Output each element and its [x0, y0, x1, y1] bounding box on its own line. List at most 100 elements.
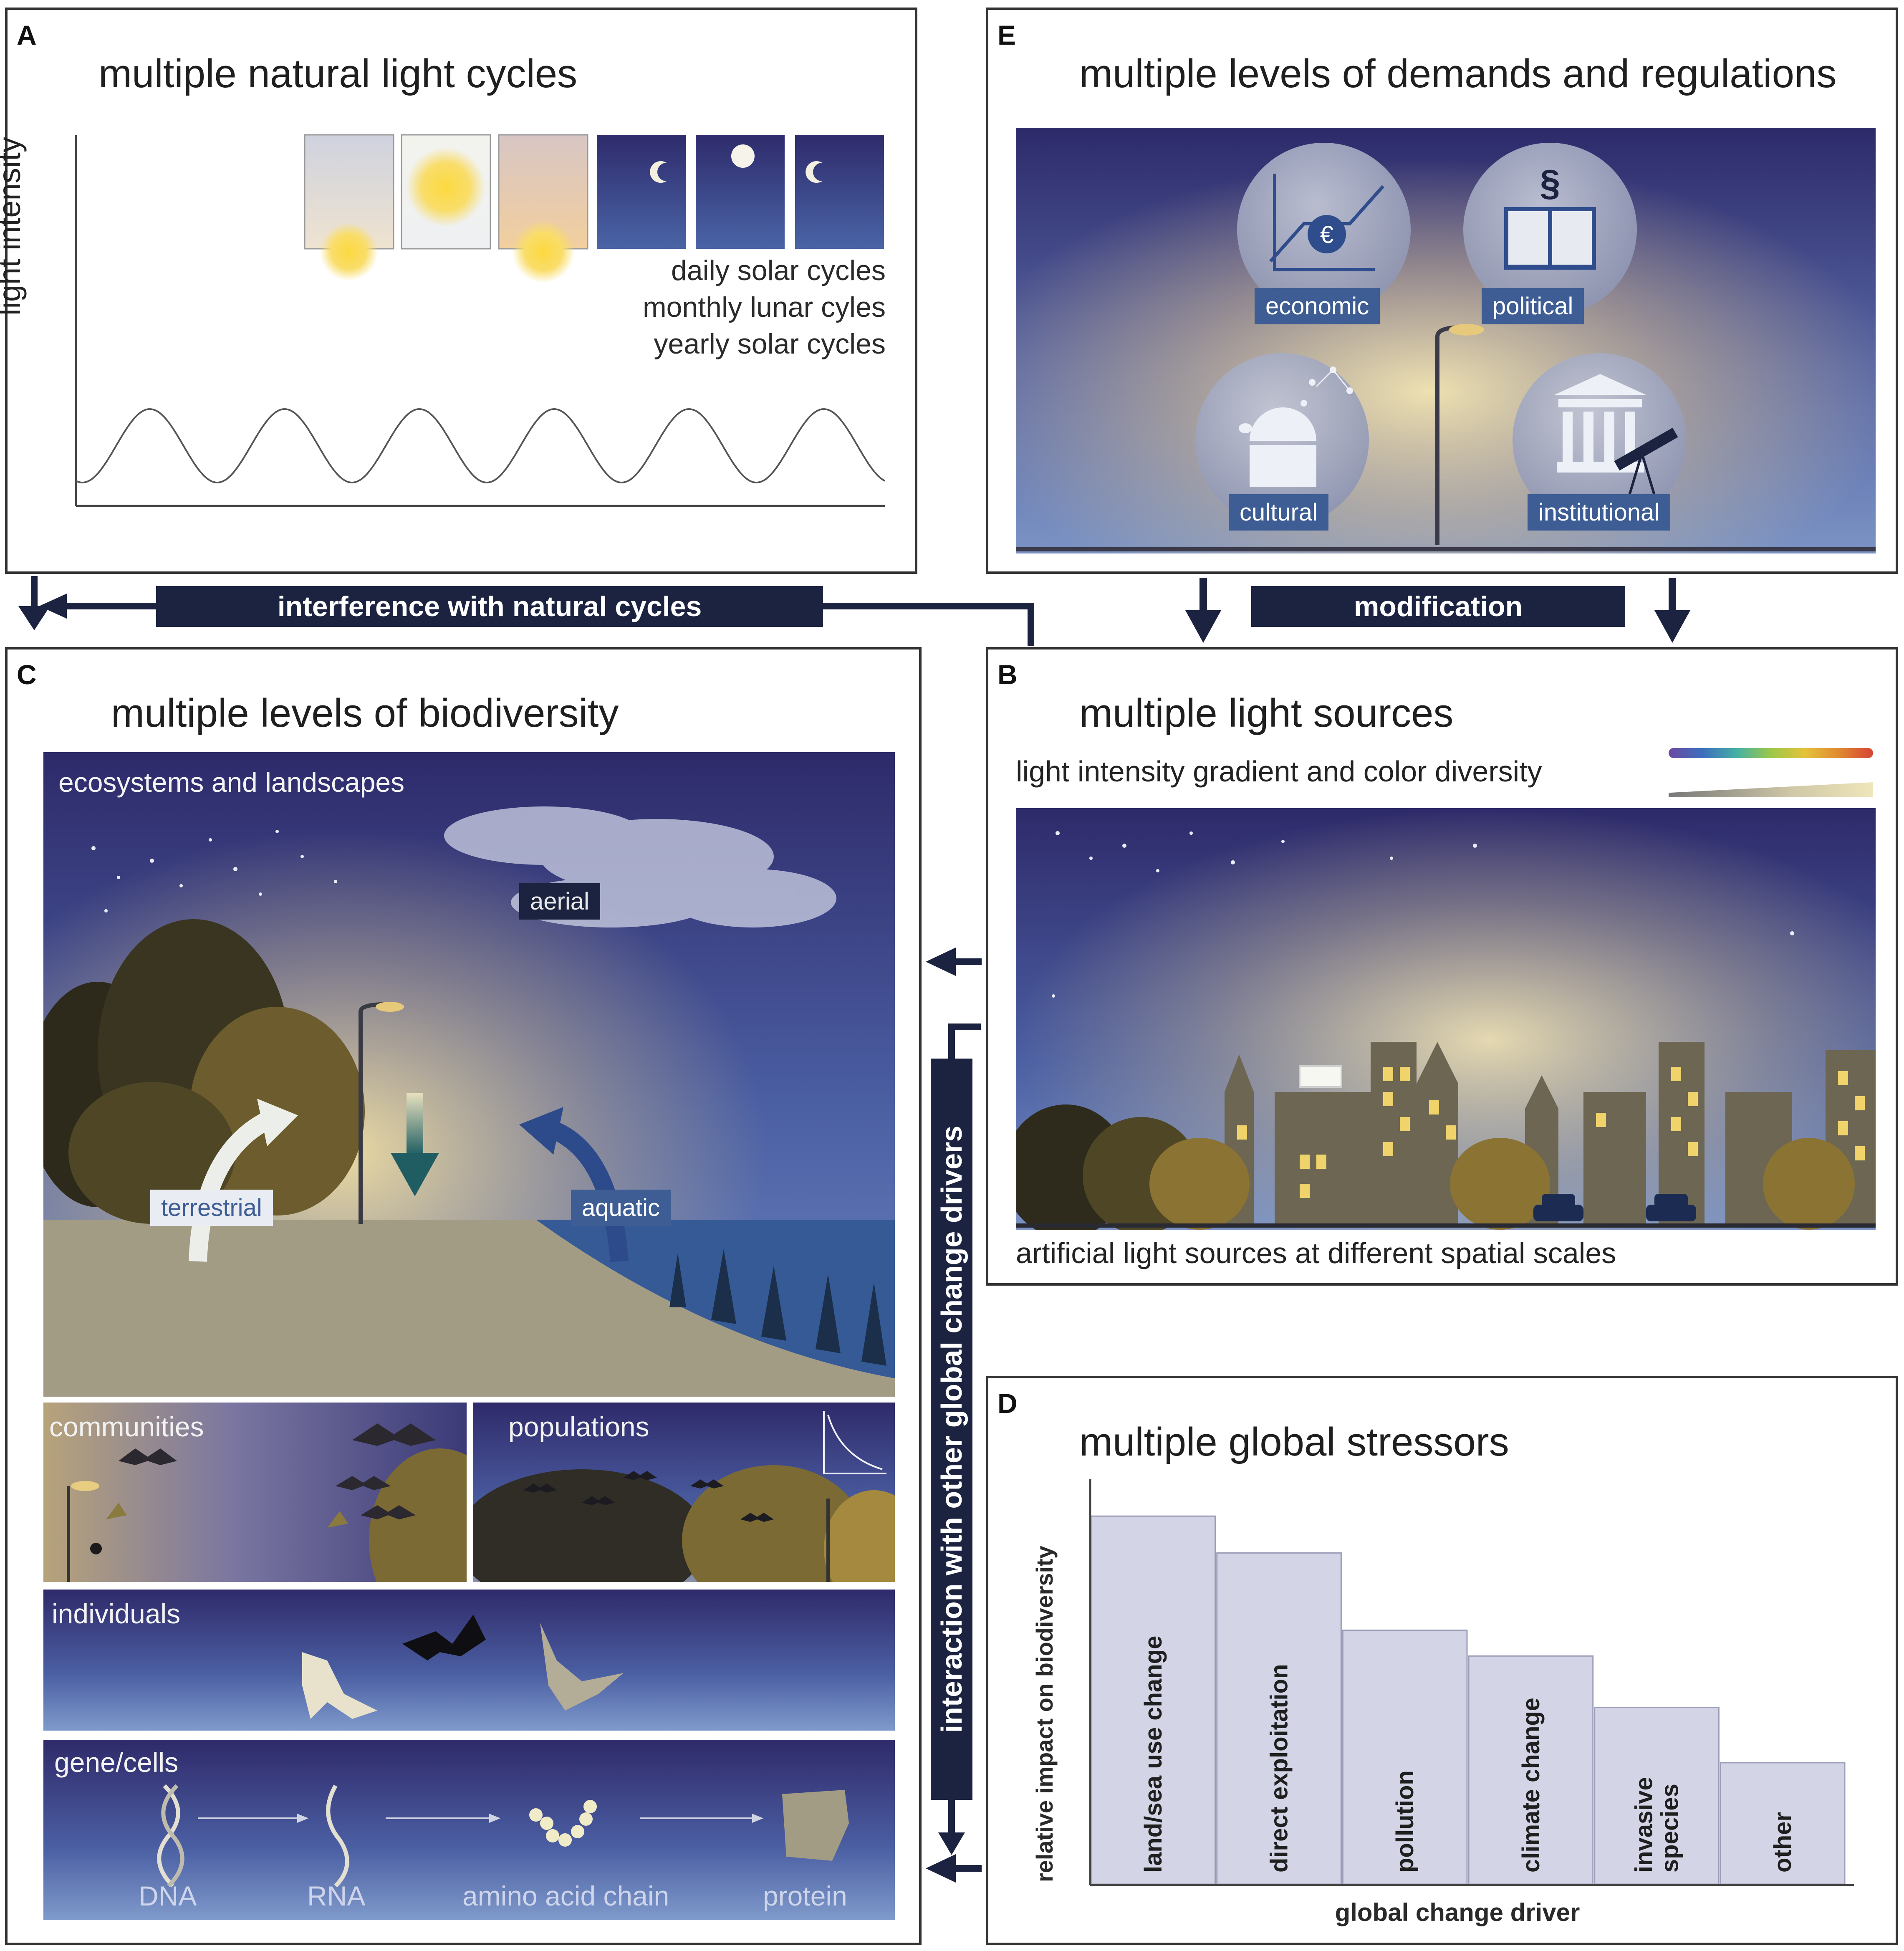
- rna-strand-icon: [326, 1784, 349, 1888]
- economic-label: economic: [1255, 288, 1380, 324]
- bat-dark-icon: [402, 1615, 486, 1660]
- d-xlabel: global change driver: [1335, 1898, 1580, 1926]
- panel-b-title: multiple light sources: [1079, 691, 1454, 735]
- book-icon: [1504, 207, 1596, 270]
- bar-pollution: [1342, 1630, 1468, 1885]
- panel-c-title: multiple levels of biodiversity: [111, 691, 619, 735]
- sky-thumbnails: [304, 134, 884, 283]
- euro-symbol: €: [1320, 221, 1333, 248]
- intensity-gradient-wedge: [1669, 782, 1873, 797]
- bat-light-icon: [302, 1652, 377, 1719]
- billboard-icon: [1299, 1065, 1342, 1088]
- protein-label: protein: [763, 1880, 847, 1911]
- interference-label: interference with natural cycles: [277, 591, 702, 622]
- lit-windows: [1237, 1067, 1865, 1198]
- panel-d-label: D: [997, 1388, 1018, 1419]
- category-label-climate-change: climate change: [1518, 1698, 1545, 1873]
- moth-icons: [106, 1503, 348, 1528]
- communities-label: communities: [49, 1411, 204, 1442]
- interference-bar: interference with natural cycles: [156, 586, 823, 627]
- panel-a-label: A: [17, 20, 37, 51]
- stressor-bar-chart: land/sea use change direct exploitation po…: [1031, 1479, 1854, 1926]
- trees: [43, 919, 365, 1224]
- street-lamp-c: [359, 1002, 404, 1224]
- aquatic-arrow-icon: [549, 1121, 629, 1262]
- populations-scene: populations: [473, 1403, 895, 1582]
- aquatic-label: aquatic: [571, 1190, 671, 1226]
- yearly-cycle-label: yearly solar cycles: [654, 328, 886, 360]
- demands-scene: € §: [1016, 128, 1876, 553]
- panel-e: E multiple levels of demands and regulat…: [986, 8, 1898, 574]
- panel-d-title: multiple global stressors: [1079, 1420, 1509, 1464]
- institution-building-icon: [1554, 374, 1646, 473]
- euro-coin-icon: [1308, 215, 1346, 253]
- panel-c: C multiple levels of biodiversity: [5, 647, 922, 1945]
- lunar-cycle-label: monthly lunar cyles: [642, 291, 886, 323]
- panel-b: B multiple light sources light intensity…: [986, 647, 1898, 1286]
- bar-layer: land/sea use change direct exploitation po…: [1090, 1515, 1846, 1885]
- interaction-bar: interaction with other global change dri…: [931, 1059, 972, 1800]
- populations-label: populations: [508, 1411, 649, 1442]
- panel-a: A multiple natural light cycles light in…: [0, 8, 917, 574]
- institutional-sphere: [1513, 353, 1686, 527]
- genes-illustration: [157, 1784, 849, 1888]
- bat-swarm-icons: [523, 1471, 774, 1522]
- rna-label: RNA: [307, 1880, 366, 1911]
- down-arrow-icon: [391, 1093, 439, 1196]
- genes-scene: gene/cells DNA RNA amino acid chain prot…: [43, 1740, 895, 1920]
- city-scene: [1016, 808, 1876, 1230]
- dna-label: DNA: [139, 1880, 197, 1911]
- modification-bar: modification: [1251, 586, 1625, 627]
- category-label-land-sea-use-change: land/sea use change: [1140, 1636, 1167, 1873]
- spider-icon: [90, 1543, 102, 1554]
- panel-b-caption: artificial light sources at different sp…: [1016, 1237, 1616, 1269]
- bar-direct-exploitation: [1216, 1552, 1342, 1885]
- terrestrial-arrow-icon: [189, 1111, 273, 1262]
- street-lamp: [1435, 324, 1484, 545]
- bar-other: [1720, 1762, 1846, 1885]
- aerial-label: aerial: [519, 883, 600, 920]
- panel-b-label: B: [997, 659, 1018, 690]
- color-spectrum-bar: [1669, 748, 1873, 758]
- ecosystem-illustration: [43, 752, 895, 1397]
- communities-scene: communities: [43, 1403, 467, 1582]
- music-constellation-icon: [1239, 366, 1353, 433]
- panel-d: D multiple global stressors land/sea use…: [986, 1376, 1898, 1945]
- cycle-labels: daily solar cycles monthly lunar cyles y…: [643, 252, 886, 362]
- theater-building-icon: [1250, 407, 1316, 487]
- category-label-other: other: [1769, 1812, 1796, 1873]
- process-arrows: [198, 1814, 764, 1823]
- aquatic-arrowhead: [519, 1107, 563, 1155]
- dna-helix-strand: [161, 1784, 184, 1888]
- daily-cycle-label: daily solar cycles: [671, 255, 886, 286]
- trees-b: [1016, 1104, 1855, 1230]
- individuals-label: individuals: [52, 1598, 181, 1629]
- cultural-label: cultural: [1229, 494, 1328, 531]
- individuals-scene: individuals: [43, 1590, 895, 1731]
- amino-acid-chain-icon: [529, 1800, 597, 1847]
- decline-curve-icon: [823, 1411, 886, 1474]
- category-label-direct-exploitation: direct exploitation: [1266, 1664, 1293, 1873]
- amino-acid-label: amino acid chain: [462, 1880, 669, 1911]
- bar-invasive-species: [1594, 1707, 1720, 1885]
- d-ylabel: relative impact on biodiversity: [1031, 1546, 1058, 1882]
- protein-blob-icon: [782, 1790, 849, 1861]
- seagrass: [669, 1249, 886, 1366]
- terrestrial-arrowhead: [257, 1099, 298, 1146]
- panel-e-title: multiple levels of demands and regulatio…: [1079, 51, 1837, 96]
- car-icons: [1533, 1194, 1696, 1221]
- light-intensity-wave: [76, 408, 885, 484]
- panel-b-subtitle: light intensity gradient and color diver…: [1016, 755, 1542, 788]
- category-label-pollution: pollution: [1391, 1770, 1419, 1873]
- panel-e-label: E: [997, 20, 1016, 51]
- panel-a-title: multiple natural light cycles: [98, 51, 578, 96]
- genes-label: gene/cells: [54, 1747, 179, 1778]
- bar-climate-change: [1468, 1655, 1594, 1885]
- institutional-label: institutional: [1528, 494, 1671, 531]
- individuals-illustration: [302, 1615, 624, 1719]
- populations-illustration: [473, 1411, 895, 1582]
- modification-label: modification: [1354, 591, 1523, 622]
- land: [43, 1220, 895, 1397]
- ecosystems-label: ecosystems and landscapes: [58, 767, 405, 798]
- category-label-invasive-species: invasivespecies: [1631, 1777, 1684, 1873]
